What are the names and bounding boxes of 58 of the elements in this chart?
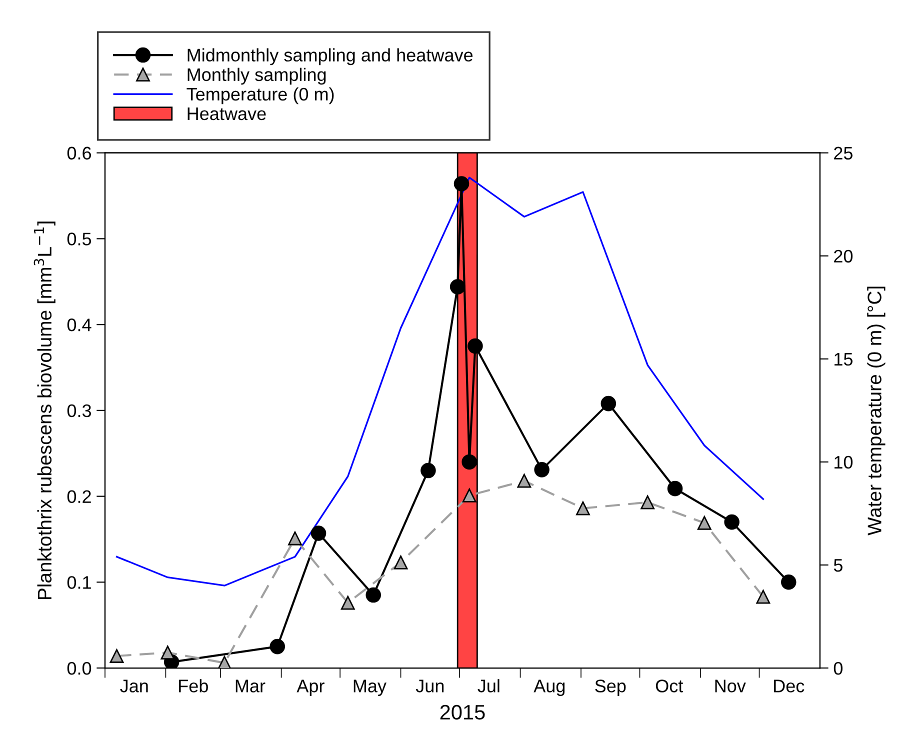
y2-tick-label: 20 xyxy=(834,250,853,263)
point xyxy=(270,638,286,654)
point xyxy=(468,338,483,354)
y-tick-label: 0.3 xyxy=(67,404,92,418)
point xyxy=(600,396,616,412)
point xyxy=(576,501,590,516)
x-tick-label: Dec xyxy=(774,680,804,692)
y-axis-title: Planktothrix rubescens biovolume [mm$^{3}$L$^{−1}$] xyxy=(34,222,56,600)
y2-axis-title: Water temperature (0 m) [°C] xyxy=(867,286,886,536)
point xyxy=(340,596,355,610)
y-tick-label: 0.1 xyxy=(67,576,91,589)
point xyxy=(462,454,477,470)
y2-tick-label: 25 xyxy=(834,146,852,160)
point xyxy=(667,480,683,496)
y-tick-label: 0.5 xyxy=(67,232,92,246)
point xyxy=(110,649,124,663)
point xyxy=(517,474,532,488)
legend-label: Temperature (0 m) xyxy=(186,87,334,104)
point xyxy=(462,488,476,502)
x-tick-label: Nov xyxy=(715,680,746,692)
point xyxy=(394,555,408,570)
point xyxy=(454,176,470,192)
point xyxy=(366,587,381,603)
point xyxy=(218,656,232,668)
legend-label: Midmonthly sampling and heatwave xyxy=(188,48,473,66)
point xyxy=(756,590,770,604)
point xyxy=(420,462,436,478)
point xyxy=(697,516,712,530)
point xyxy=(288,531,302,546)
point xyxy=(781,574,796,590)
line-series xyxy=(116,176,764,586)
x-tick-label: Feb xyxy=(179,679,208,692)
y2-tick-label: 10 xyxy=(834,456,853,469)
point xyxy=(724,514,740,530)
legend-label: Heatwave xyxy=(188,108,266,120)
y2-tick-label: 5 xyxy=(834,559,842,572)
y-tick-label: 0.0 xyxy=(67,662,92,675)
y-tick-label: 0.6 xyxy=(67,146,92,160)
x-tick-label: Jul xyxy=(478,679,500,692)
point xyxy=(534,462,550,478)
x-tick-label: Sep xyxy=(595,680,626,696)
y2-tick-label: 15 xyxy=(834,353,852,366)
x-tick-label: Jun xyxy=(416,680,444,692)
point xyxy=(310,526,326,541)
point xyxy=(640,495,655,510)
x-tick-label: Oct xyxy=(656,680,684,692)
x-tick-label: Aug xyxy=(534,680,565,696)
legend-label: Monthly sampling xyxy=(188,68,326,85)
x-tick-label: May xyxy=(354,680,386,696)
x-tick-label: Mar xyxy=(236,680,266,692)
x-tick-label: Apr xyxy=(296,680,324,696)
x-tick-label: Jan xyxy=(120,680,148,692)
x-axis-title: 2015 xyxy=(440,704,485,720)
point xyxy=(160,646,175,660)
y2-tick-label: 0 xyxy=(834,662,843,675)
point xyxy=(450,279,466,294)
y-tick-label: 0.4 xyxy=(67,318,92,332)
y-tick-label: 0.2 xyxy=(67,490,91,504)
